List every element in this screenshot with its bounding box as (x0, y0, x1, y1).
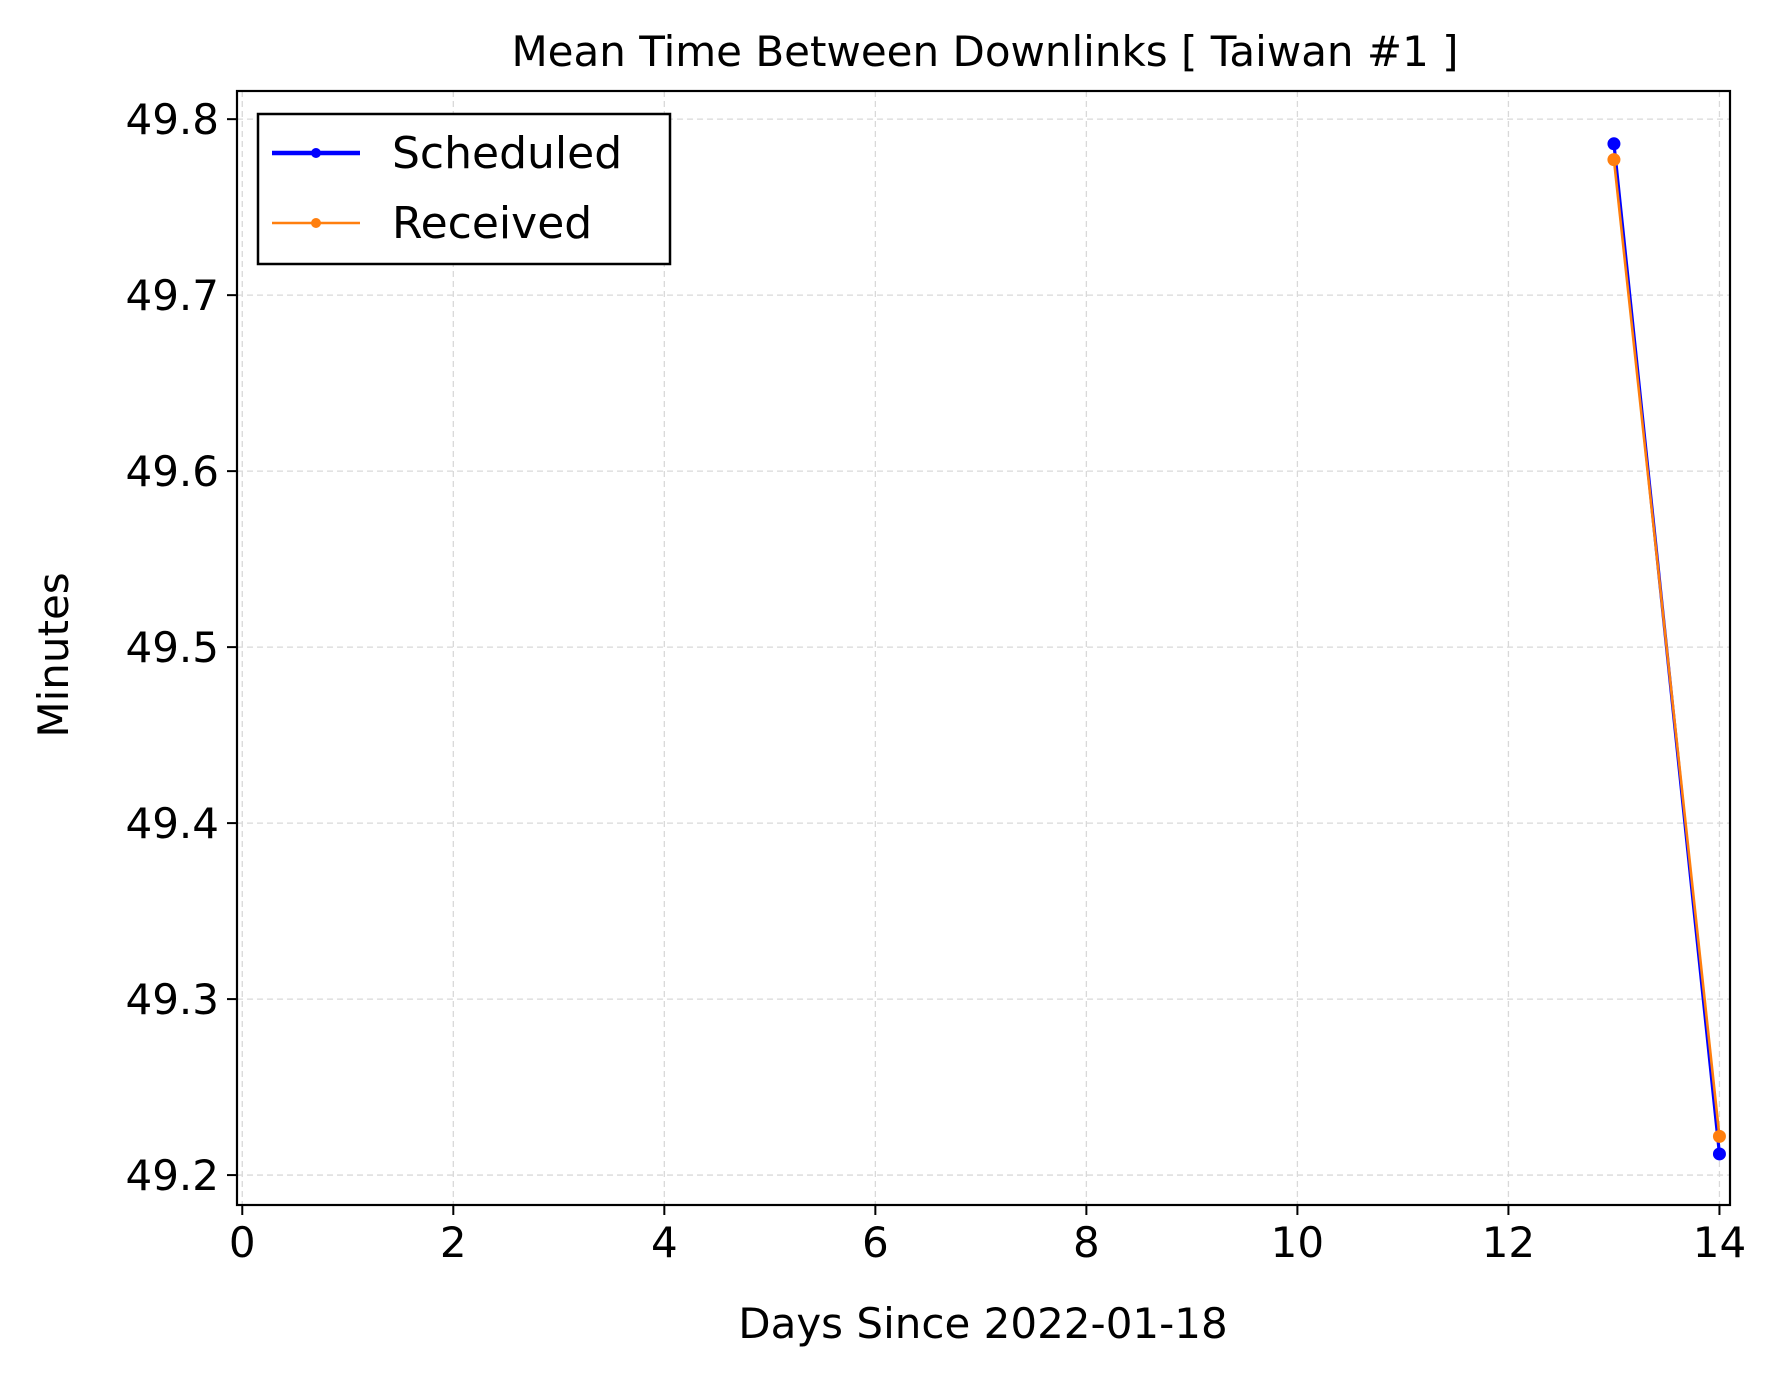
y-axis-label: Minutes (29, 572, 78, 737)
legend-box (256, 112, 672, 266)
axis-ticks: 0 2 4 6 8 10 12 14 49.2 49.3 49.4 49.5 49.6 49.7 49.8 (125, 95, 1746, 1267)
y-tick-label: 49.3 (125, 975, 219, 1024)
series-layer (1607, 137, 1726, 1161)
legend-scheduled-marker (311, 148, 321, 158)
y-tick-label: 49.5 (125, 623, 219, 672)
y-tick-label: 49.4 (125, 799, 219, 848)
legend-received-label: Received (392, 198, 592, 249)
series-line-received (1612, 159, 1721, 1137)
x-tick-label: 8 (1073, 1218, 1100, 1267)
data-point-scheduled (1607, 137, 1621, 151)
data-point-received (1607, 153, 1621, 167)
legend-received-marker (311, 218, 321, 228)
x-tick-label: 4 (651, 1218, 678, 1267)
x-tick-label: 0 (229, 1218, 256, 1267)
legend: Scheduled Received (256, 112, 672, 266)
chart-title: Mean Time Between Downlinks [ Taiwan #1 … (511, 27, 1458, 76)
legend-scheduled-label: Scheduled (392, 128, 622, 179)
y-tick-label: 49.6 (125, 447, 219, 496)
x-tick-label: 6 (862, 1218, 889, 1267)
x-tick-label: 14 (1693, 1218, 1746, 1267)
y-tick-label: 49.7 (125, 271, 219, 320)
x-axis-label: Days Since 2022-01-18 (738, 1299, 1227, 1348)
y-tick-label: 49.2 (125, 1151, 219, 1200)
data-point-received (1712, 1129, 1726, 1143)
x-tick-label: 2 (440, 1218, 467, 1267)
grid (237, 91, 1730, 1205)
x-tick-label: 12 (1482, 1218, 1535, 1267)
data-point-scheduled (1712, 1147, 1726, 1161)
y-tick-label: 49.8 (125, 95, 219, 144)
x-tick-label: 10 (1271, 1218, 1324, 1267)
